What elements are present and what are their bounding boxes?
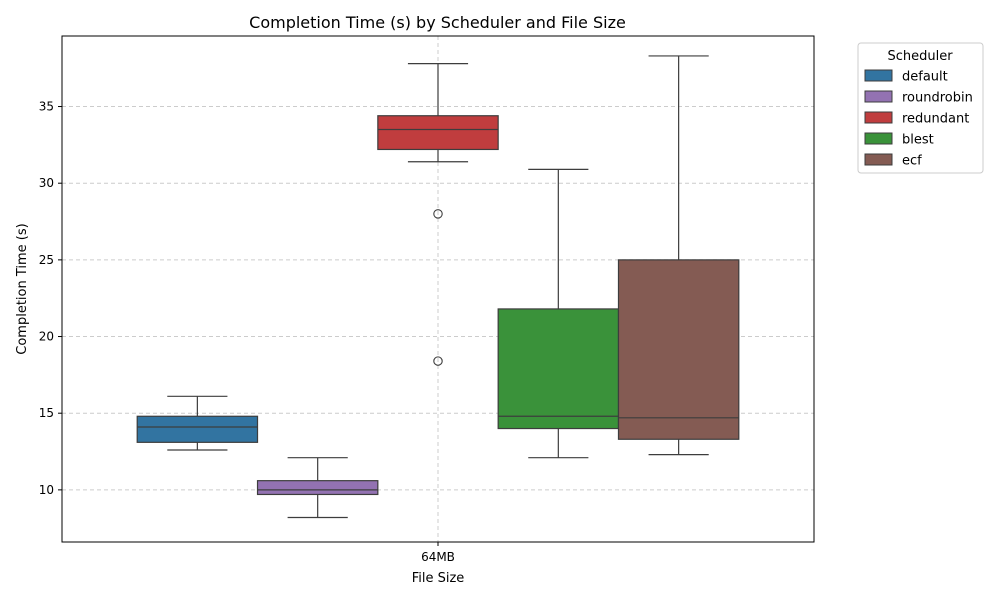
legend-label-ecf: ecf	[902, 154, 922, 169]
chart-title: Completion Time (s) by Scheduler and Fil…	[249, 13, 626, 32]
y-tick-label: 35	[39, 100, 54, 114]
box-iqr	[497, 308, 620, 430]
box-blest	[497, 168, 620, 459]
y-tick-label: 25	[39, 253, 54, 267]
legend-label-redundant: redundant	[902, 112, 969, 127]
box-roundrobin	[256, 457, 379, 519]
box-iqr	[617, 259, 740, 440]
legend-label-blest: blest	[902, 133, 934, 148]
y-axis: 10 15 20 25 30 35	[39, 100, 62, 497]
box-redundant	[377, 62, 499, 366]
legend-swatch-roundrobin	[864, 90, 893, 103]
y-tick-label: 10	[39, 483, 54, 497]
outlier-point	[433, 356, 443, 366]
y-tick-label: 15	[39, 406, 54, 420]
x-axis-label: File Size	[412, 571, 465, 586]
legend-swatch-blest	[864, 132, 893, 145]
legend-swatch-ecf	[864, 153, 893, 166]
legend: Scheduler default roundrobin redundant bles…	[857, 42, 984, 174]
box-iqr	[136, 415, 259, 443]
y-tick-label: 30	[39, 176, 54, 190]
box-ecf	[617, 55, 740, 456]
box-default	[136, 395, 259, 451]
box-iqr	[377, 115, 499, 151]
legend-items: default roundrobin redundant blest ecf	[864, 69, 973, 169]
legend-label-default: default	[902, 70, 948, 85]
y-axis-label: Completion Time (s)	[15, 223, 30, 354]
legend-title: Scheduler	[887, 49, 953, 64]
legend-swatch-default	[864, 69, 893, 82]
legend-swatch-redundant	[864, 111, 893, 124]
x-axis: 64MB	[421, 542, 455, 564]
x-tick-label: 64MB	[421, 550, 455, 564]
box-iqr	[256, 480, 379, 496]
outlier-point	[433, 209, 443, 219]
plot-area	[136, 55, 740, 519]
y-tick-label: 20	[39, 330, 54, 344]
legend-label-roundrobin: roundrobin	[902, 91, 973, 106]
